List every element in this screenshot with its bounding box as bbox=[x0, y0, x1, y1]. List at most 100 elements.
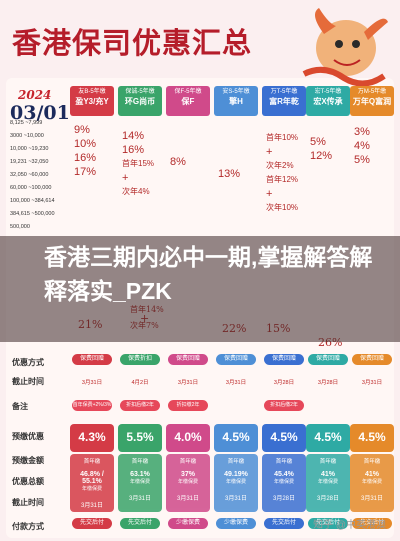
column-sub: 宏T-5年缴 bbox=[314, 89, 342, 95]
note-pill: 折扣后缴2年 bbox=[120, 400, 160, 411]
deadline-value: 4月2日 bbox=[131, 380, 149, 386]
column-header: 万T-5年缴 富R年乾 bbox=[262, 86, 306, 116]
watermark: 知乎 @中英港澳 bbox=[313, 520, 386, 531]
deadline-value: 3月28日 bbox=[273, 380, 295, 386]
premium-row: 8,125 ~7,999 bbox=[10, 120, 43, 126]
payment-pill: 少缴保费 bbox=[216, 518, 256, 529]
offer-type-pill: 保费回赠 bbox=[216, 354, 256, 365]
total-value: 41% bbox=[364, 471, 379, 478]
row-label: 预缴金额 bbox=[12, 456, 44, 465]
premium-row: 10,000 ~19,230 bbox=[10, 146, 49, 152]
premium-row: 3000 ~10,000 bbox=[10, 133, 44, 139]
prepay-amount: 首年缴 bbox=[227, 459, 245, 465]
column-header: 安S-5年缴 擎H bbox=[214, 86, 258, 116]
rate-value: 13% bbox=[218, 168, 241, 180]
rate-value: 14% bbox=[122, 130, 145, 142]
column-header: 保F-5年缴 保F bbox=[166, 86, 210, 116]
column-header: 保诚-5年缴 环G尚币 bbox=[118, 86, 162, 116]
prepay-rate: 4.5% bbox=[314, 430, 342, 444]
rate-value: 次年4% bbox=[122, 187, 150, 196]
row-label: 付款方式 bbox=[12, 522, 44, 531]
deadline-value: 3月31日 bbox=[225, 380, 247, 386]
note-pill: 折扣缴2年 bbox=[168, 400, 208, 411]
total-tile: 首年缴 49.19% 年缴保费 3月31日 bbox=[214, 454, 258, 512]
prepay-tile: 4.5% bbox=[262, 424, 306, 452]
column-sub: 保诚-5年缴 bbox=[125, 89, 155, 95]
page-title: 香港保司优惠汇总 bbox=[12, 26, 253, 60]
rate-value: 5% bbox=[310, 136, 326, 148]
total-sub: 年缴保费 bbox=[81, 486, 102, 492]
overlay-banner bbox=[0, 236, 400, 342]
deadline2-value: 3月31日 bbox=[224, 496, 247, 502]
column-plan: 宏X传承 bbox=[313, 97, 343, 106]
column-sub: 万T-5年缴 bbox=[270, 89, 298, 95]
date-year: 2024 bbox=[18, 88, 52, 102]
prepay-rate: 4.5% bbox=[222, 430, 250, 444]
deadline2-value: 3月28日 bbox=[316, 496, 339, 502]
row-label: 优惠总额 bbox=[12, 477, 44, 486]
prepay-tile: 4.5% bbox=[350, 424, 394, 452]
prepay-rate: 5.5% bbox=[126, 430, 154, 444]
total-tile: 首年缴 37% 年缴保费 3月31日 bbox=[166, 454, 210, 512]
rate-value: 5% bbox=[354, 154, 370, 166]
prepay-amount: 首年缴 bbox=[83, 459, 101, 465]
deadline2-value: 3月31日 bbox=[80, 503, 103, 509]
column-plan: 富R年乾 bbox=[269, 97, 299, 106]
row-label: 备注 bbox=[12, 402, 28, 411]
total-value: 37% bbox=[180, 471, 195, 478]
note-pill: 折扣后缴2年 bbox=[264, 400, 304, 411]
note-pill: 首年保费+2%/3% bbox=[72, 400, 112, 411]
payment-pill: 先交后付 bbox=[120, 518, 160, 529]
offer-type-pill: 保费回赠 bbox=[168, 354, 208, 365]
premium-row: 60,000 ~100,000 bbox=[10, 185, 52, 191]
payment-pill: 先交后付 bbox=[72, 518, 112, 529]
premium-rows: 8,125 ~7,999 3000 ~10,000 10,000 ~19,230 19… bbox=[10, 120, 60, 237]
rate-value: 17% bbox=[74, 166, 97, 178]
total-sub: 年缴保费 bbox=[361, 479, 382, 485]
deadline2-value: 3月31日 bbox=[360, 496, 383, 502]
premium-row: 384,615 ~500,000 bbox=[10, 211, 55, 217]
total-value: 63.1% bbox=[130, 471, 150, 478]
column-plan: 环G尚币 bbox=[124, 97, 156, 106]
prepay-amount: 首年缴 bbox=[275, 459, 293, 465]
rate-value: 8% bbox=[170, 156, 186, 168]
prepay-amount: 首年缴 bbox=[179, 459, 197, 465]
prepay-rate: 4.0% bbox=[174, 430, 202, 444]
column-plan: 保F bbox=[181, 97, 195, 106]
prepay-rate: 4.3% bbox=[78, 430, 106, 444]
total-sub: 年缴保费 bbox=[129, 479, 150, 485]
rate-value: 3% bbox=[354, 126, 370, 138]
offer-type-pill: 保费折扣 bbox=[120, 354, 160, 365]
offer-type-pill: 保费回赠 bbox=[352, 354, 392, 365]
total-sub: 年缴保费 bbox=[225, 479, 246, 485]
deadline-value: 3月31日 bbox=[177, 380, 199, 386]
prepay-amount: 首年缴 bbox=[363, 459, 381, 465]
prepay-rate: 4.5% bbox=[270, 430, 298, 444]
rate-value: + bbox=[266, 188, 273, 200]
row-label: 截止时间 bbox=[12, 377, 44, 386]
prepay-amount: 首年缴 bbox=[131, 459, 149, 465]
payment-pill: 先交后付 bbox=[352, 518, 392, 529]
column-header: 宏T-5年缴 宏X传承 bbox=[306, 86, 350, 116]
total-tile: 首年缴 41% 年缴保费 3月31日 bbox=[350, 454, 394, 512]
deadline2-value: 3月31日 bbox=[128, 496, 151, 502]
row-label: 截止时间 bbox=[12, 498, 44, 507]
total-tile: 首年缴 45.4% 年缴保费 3月28日 bbox=[262, 454, 306, 512]
total-value: 49.19% bbox=[224, 471, 248, 478]
rate-value: 首年10% bbox=[266, 133, 299, 142]
rate-value: 4% bbox=[354, 140, 370, 152]
total-tile: 首年缴 41% 年缴保费 3月28日 bbox=[306, 454, 350, 512]
column-sub: 万M-5年缴 bbox=[357, 89, 387, 95]
prepay-rate: 4.5% bbox=[358, 430, 386, 444]
rate-value: + bbox=[266, 146, 273, 158]
deadline2-value: 3月31日 bbox=[176, 496, 199, 502]
rate-value: 次年2% bbox=[266, 161, 294, 170]
date-day: 03/01 bbox=[10, 102, 70, 124]
total-value: 46.8% / 55.1% bbox=[80, 471, 104, 485]
prepay-tile: 4.0% bbox=[166, 424, 210, 452]
deadline-value: 3月31日 bbox=[81, 380, 103, 386]
column-plan: 万年Q富润 bbox=[352, 97, 392, 106]
offer-type-pill: 保费回赠 bbox=[264, 354, 304, 365]
row-label: 预缴优惠 bbox=[12, 432, 44, 441]
